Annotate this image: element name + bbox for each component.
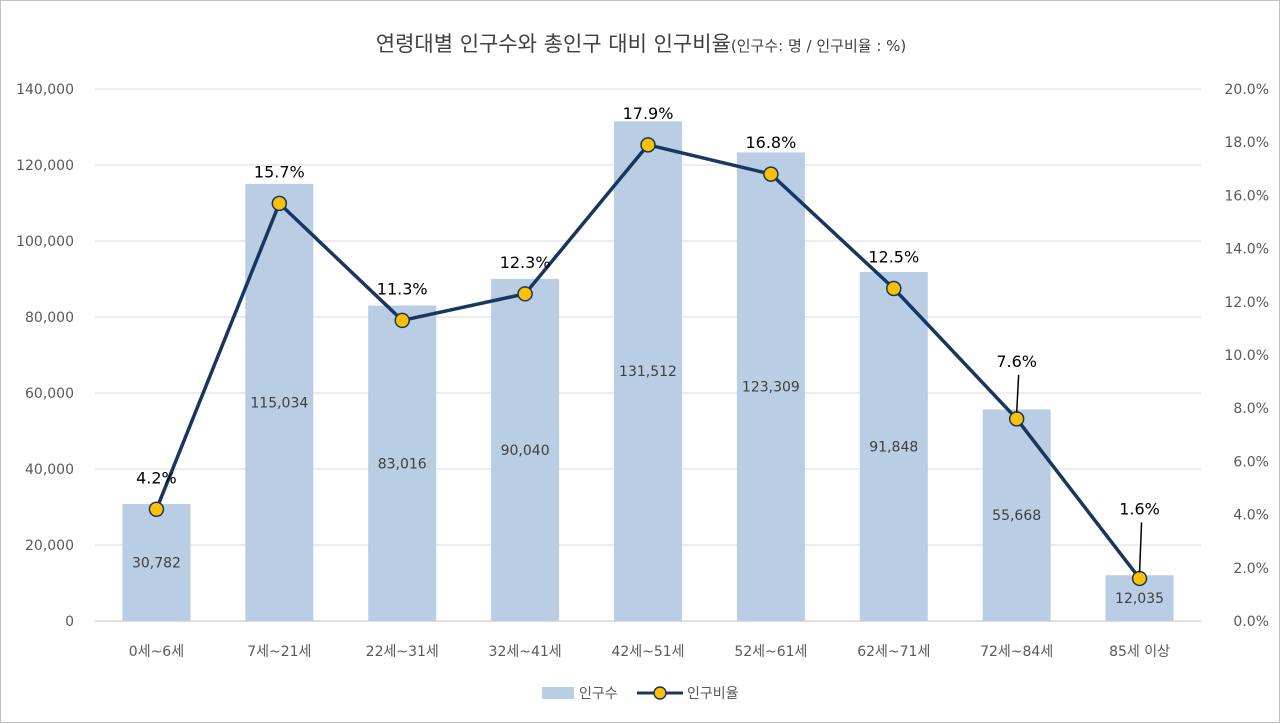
population-bar <box>859 271 928 621</box>
population-bar-label: 55,668 <box>992 508 1041 524</box>
x-axis-category-label: 0세~6세 <box>129 644 184 660</box>
right-axis-tick-label: 8.0% <box>1233 401 1269 417</box>
x-axis-category-label: 32세~41세 <box>489 644 562 660</box>
ratio-marker <box>1008 411 1025 427</box>
population-bar-label: 115,034 <box>250 395 308 411</box>
legend-label-ratio: 인구비율 <box>687 686 739 702</box>
chart-title: 연령대별 인구수와 총인구 대비 인구비율(인구수: 명 / 인구비율 : %) <box>376 32 907 56</box>
left-axis: 0 20,000 40,000 60,000 80,000 100,000 120,000 1… <box>16 82 74 630</box>
ratio-data-label: 15.7% <box>254 162 305 181</box>
population-bar-label: 83,016 <box>378 456 427 472</box>
ratio-marker <box>271 195 288 212</box>
x-axis-category-label: 85세 이상 <box>1109 644 1170 660</box>
ratio-data-label: 11.3% <box>377 279 428 298</box>
population-bar <box>368 305 437 621</box>
x-axis-category-label: 62세~71세 <box>857 644 930 660</box>
left-axis-tick-label: 60,000 <box>25 386 74 402</box>
population-bar-labels: 30,782 115,034 83,016 90,040 131,512 123,309 9… <box>132 364 1164 607</box>
population-bar-label: 131,512 <box>619 364 677 380</box>
left-axis-tick-label: 140,000 <box>16 82 74 98</box>
ratio-marker <box>763 166 779 182</box>
right-axis-tick-label: 16.0% <box>1225 188 1269 204</box>
ratio-marker <box>394 312 410 329</box>
left-axis-tick-label: 0 <box>65 614 74 630</box>
left-axis-tick-label: 120,000 <box>16 158 74 174</box>
ratio-marker <box>517 286 533 302</box>
population-bar-label: 12,035 <box>1115 591 1164 607</box>
ratio-marker <box>1131 570 1148 587</box>
ratio-marker <box>640 137 656 153</box>
x-axis-category-label: 42세~51세 <box>611 644 684 660</box>
left-axis-tick-label: 100,000 <box>16 234 74 250</box>
right-axis: 0.0% 2.0% 4.0% 6.0% 8.0% 10.0% 12.0% 14.0% 16.0%… <box>1225 82 1269 630</box>
population-bar <box>122 504 191 621</box>
ratio-data-label: 17.9% <box>623 104 674 123</box>
ratio-marker <box>886 280 902 297</box>
ratio-data-label: 16.8% <box>745 133 796 152</box>
legend-swatch-ratio-marker <box>653 686 667 700</box>
left-axis-tick-label: 80,000 <box>25 310 74 326</box>
x-axis-categories: 0세~6세 7세~21세 22세~31세 32세~41세 42세~51세 52세~61세 6… <box>129 644 1170 660</box>
population-bar-label: 91,848 <box>869 439 918 455</box>
legend-label-population: 인구수 <box>579 686 618 702</box>
right-axis-tick-label: 14.0% <box>1225 242 1269 258</box>
population-bar <box>614 121 682 622</box>
chart-title-subtitle: (인구수: 명 / 인구비율 : %) <box>731 37 906 55</box>
right-axis-tick-label: 4.0% <box>1233 508 1269 524</box>
right-axis-tick-label: 12.0% <box>1225 295 1269 311</box>
ratio-label-leader <box>1138 522 1143 573</box>
ratio-data-label: 4.2% <box>136 468 177 487</box>
right-axis-tick-label: 2.0% <box>1233 561 1269 577</box>
population-bar-label: 90,040 <box>501 443 550 459</box>
legend: 인구수 인구비율 <box>542 686 739 702</box>
ratio-data-label: 7.6% <box>996 352 1037 371</box>
x-axis-category-label: 72세~84세 <box>980 644 1053 660</box>
ratio-label-leader <box>1015 374 1020 413</box>
population-bar <box>491 278 560 621</box>
population-bar <box>736 152 805 622</box>
right-axis-tick-label: 10.0% <box>1225 348 1269 364</box>
right-axis-tick-label: 18.0% <box>1225 135 1269 151</box>
population-bar <box>982 409 1051 621</box>
left-axis-tick-label: 20,000 <box>25 538 74 554</box>
right-axis-tick-label: 6.0% <box>1233 454 1269 470</box>
x-axis-category-label: 52세~61세 <box>734 644 807 660</box>
chart-title-main: 연령대별 인구수와 총인구 대비 인구비율 <box>376 32 731 56</box>
right-axis-tick-label: 0.0% <box>1233 614 1269 630</box>
legend-swatch-population <box>542 687 574 699</box>
population-bar-label: 30,782 <box>132 556 181 572</box>
ratio-data-label: 12.5% <box>868 248 919 267</box>
population-bar-label: 123,309 <box>742 380 800 396</box>
left-axis-tick-label: 40,000 <box>25 462 74 478</box>
x-axis-category-label: 22세~31세 <box>366 644 439 660</box>
ratio-data-labels: 4.2% 15.7% 11.3% 12.3% 17.9% 16.8% 12.5% 7.6% 1.… <box>136 104 1160 573</box>
ratio-data-label: 1.6% <box>1119 499 1160 518</box>
right-axis-tick-label: 20.0% <box>1225 82 1269 98</box>
ratio-marker <box>148 501 165 518</box>
x-axis-category-label: 7세~21세 <box>247 644 311 660</box>
ratio-data-label: 12.3% <box>500 253 551 272</box>
